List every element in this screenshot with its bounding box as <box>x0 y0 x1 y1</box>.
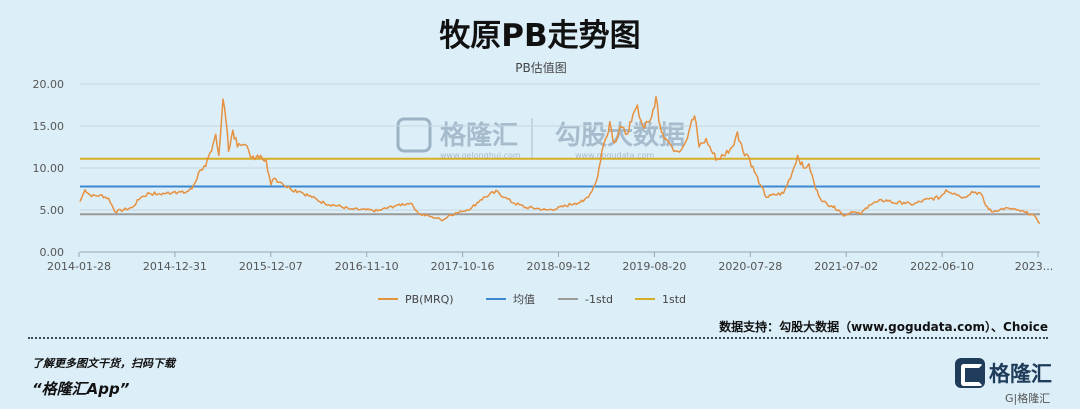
pb-chart: PB估值图 格隆汇 www.gelonghui.com 勾股大数据 www.go… <box>0 50 1080 320</box>
watermark: 格隆汇 www.gelonghui.com 勾股大数据 www.gogudata… <box>396 117 685 160</box>
x-tick-label: 2017-10-16 <box>431 260 495 273</box>
y-tick-label: 15.00 <box>33 120 65 133</box>
x-tick-label: 2014-12-31 <box>143 260 207 273</box>
pb-series <box>79 95 1041 225</box>
x-tick-label: 2016-11-10 <box>335 260 399 273</box>
chart-subtitle: PB估值图 <box>515 60 566 75</box>
pb-mrq-line <box>79 95 1041 225</box>
data-source-note: 数据支持：勾股大数据（www.gogudata.com）、Choice <box>719 320 1048 334</box>
x-tick-label: 2021-07-02 <box>814 260 878 273</box>
promo-text: 了解更多图文干货，扫码下载 <box>32 357 175 370</box>
x-tick-label: 2015-12-07 <box>239 260 303 273</box>
brand-handle: G|格隆汇 <box>1005 392 1051 405</box>
x-tick-label: 2018-09-12 <box>527 260 591 273</box>
footer-divider <box>28 337 1048 339</box>
watermark-left-url: www.gelonghui.com <box>440 151 521 160</box>
brand-logo-icon <box>955 358 985 388</box>
legend-label-mean: 均值 <box>513 293 535 306</box>
y-tick-label: 0.00 <box>40 246 65 259</box>
x-tick-label: 2023... <box>1015 260 1053 273</box>
y-tick-label: 5.00 <box>40 204 65 217</box>
chart-grid <box>80 83 1040 253</box>
y-tick-label: 10.00 <box>33 162 65 175</box>
x-tick-label: 2022-06-10 <box>910 260 974 273</box>
x-tick-label: 2019-08-20 <box>622 260 686 273</box>
watermark-left-name: 格隆汇 <box>440 120 518 151</box>
watermark-logo-icon <box>396 117 432 153</box>
brand-name: 格隆汇 <box>989 362 1052 386</box>
legend-label-plus-std: 1std <box>662 293 686 306</box>
x-tick-label: 2020-07-28 <box>718 260 782 273</box>
reference-lines <box>80 157 1040 216</box>
legend-label-pb: PB(MRQ) <box>405 293 454 306</box>
chart-legend: PB(MRQ) 均值 -1std 1std <box>378 293 686 306</box>
promo-app-name: “格隆汇App” <box>32 380 130 398</box>
watermark-right-url: www.gogudata.com <box>575 151 654 160</box>
y-tick-label: 20.00 <box>33 78 65 91</box>
x-tick-label: 2014-01-28 <box>47 260 111 273</box>
y-axis-ticks: 0.00 5.00 10.00 15.00 20.00 <box>33 78 65 259</box>
brand-logo: 格隆汇 G|格隆汇 <box>955 356 1065 405</box>
legend-label-minus-std: -1std <box>585 293 613 306</box>
pb-chart-svg: PB估值图 格隆汇 www.gelonghui.com 勾股大数据 www.go… <box>33 60 1054 306</box>
page-title: 牧原PB走势图 <box>439 18 641 54</box>
x-axis: 2014-01-28 2014-12-31 2015-12-07 2016-11-10… <box>47 252 1053 273</box>
